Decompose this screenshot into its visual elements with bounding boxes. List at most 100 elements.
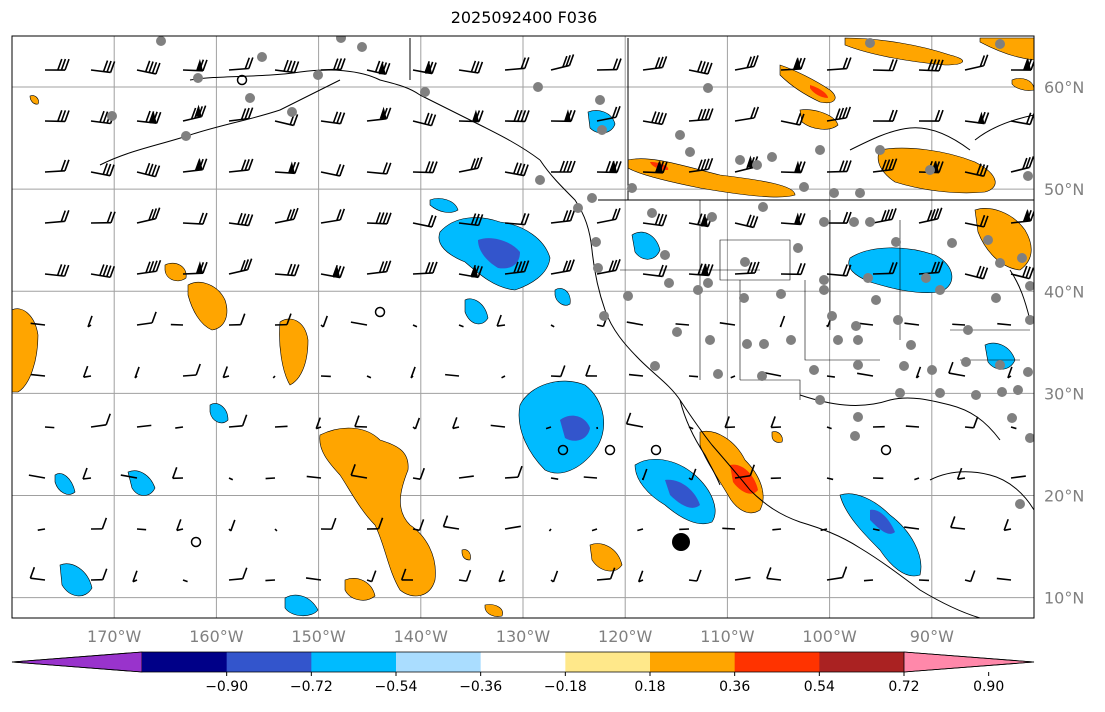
station-dot: [995, 39, 1005, 49]
wind-barb: [274, 263, 300, 277]
station-dot: [935, 285, 945, 295]
wind-barb: [585, 364, 598, 377]
wind-barb: [904, 526, 920, 530]
wind-barb: [642, 264, 668, 278]
colorbar-tick-label: −0.54: [375, 679, 418, 695]
wind-barb: [688, 569, 702, 582]
station-dot: [1025, 281, 1034, 291]
wind-barb: [228, 519, 236, 532]
wind-barb: [950, 516, 966, 530]
wind-barb: [872, 208, 897, 224]
wind-barb: [734, 464, 756, 479]
wind-barb: [90, 264, 116, 279]
wind-barb: [688, 157, 714, 173]
wind-barb: [175, 426, 184, 429]
colorbar-segment: [819, 652, 905, 672]
wind-barb: [265, 579, 276, 582]
wind-barb: [1010, 475, 1026, 479]
wind-barb: [458, 213, 484, 227]
wind-barb: [366, 162, 392, 175]
wind-barb: [272, 375, 276, 379]
station-dot: [865, 217, 875, 227]
station-dot: [752, 160, 762, 170]
calm-markers: [190, 74, 892, 548]
station-dot: [961, 357, 971, 367]
wind-barb: [29, 566, 46, 581]
station-dot: [833, 335, 843, 345]
wind-barb: [350, 464, 368, 479]
wind-barb: [44, 264, 70, 277]
wind-barb: [770, 416, 782, 429]
wind-barb: [320, 208, 346, 224]
colorbar-outline: [11, 651, 1035, 673]
wind-barb: [87, 315, 93, 328]
colorbar-tick-label: −0.72: [290, 679, 333, 695]
wind-barb: [641, 468, 648, 481]
wind-barb: [914, 477, 920, 481]
colorbar-tick-label: 0.36: [719, 679, 750, 695]
wind-barb: [274, 425, 288, 428]
station-dot: [809, 365, 819, 375]
station-dot: [573, 203, 583, 213]
wind-barb: [504, 162, 529, 177]
wind-barb: [688, 426, 694, 430]
wind-barb: [182, 157, 208, 173]
wind-barb: [228, 212, 254, 227]
wind-barb: [412, 467, 425, 480]
wind-barb: [826, 375, 836, 378]
lat-tick-label: 40°N: [1044, 282, 1084, 301]
station-dot: [827, 311, 837, 321]
wind-barb: [44, 110, 70, 123]
station-dot: [1015, 499, 1025, 509]
wind-barb: [550, 109, 576, 123]
station-dot: [819, 217, 829, 227]
wind-barb: [28, 474, 46, 479]
wind-barb: [82, 365, 92, 378]
station-dot: [971, 390, 981, 400]
station-dot: [336, 36, 346, 43]
graticule: [12, 36, 1034, 618]
wind-barb: [780, 57, 806, 71]
wind-barb: [458, 569, 472, 582]
wind-barb: [182, 58, 208, 72]
wind-barb: [964, 265, 989, 280]
wind-barb: [596, 58, 622, 71]
wind-barb: [550, 259, 575, 275]
wind-barb: [826, 160, 852, 173]
wind-barb: [445, 373, 460, 377]
station-dot: [313, 70, 323, 80]
wind-barb: [222, 366, 230, 379]
wind-barb: [90, 413, 111, 428]
station-dot: [875, 145, 885, 155]
wind-barb: [642, 56, 668, 71]
station-dot: [593, 263, 603, 273]
station-dot: [927, 365, 937, 375]
lat-tick-label: 30°N: [1044, 384, 1084, 403]
wind-barb: [228, 57, 254, 71]
station-dot: [759, 339, 769, 349]
plot-frame: [11, 35, 1035, 619]
lat-tick-label: 20°N: [1044, 486, 1084, 505]
wind-barb: [780, 160, 806, 174]
wind-barb: [964, 214, 989, 228]
station-dot: [819, 285, 829, 295]
lat-tick-label: 50°N: [1044, 180, 1084, 199]
station-dot: [357, 42, 367, 52]
wind-barb: [366, 60, 391, 76]
lon-tick-label: 120°W: [598, 627, 653, 646]
station-dot: [871, 295, 881, 305]
map-title: 2025092400 F036: [450, 8, 598, 27]
lat-tick-label: 10°N: [1044, 589, 1084, 608]
wind-barb: [730, 375, 736, 379]
wind-barb: [915, 366, 922, 379]
wind-barb: [997, 322, 1012, 326]
wind-barb: [918, 207, 943, 224]
wind-barb: [82, 467, 92, 480]
wind-barb: [458, 324, 464, 328]
station-dot: [893, 315, 903, 325]
lon-tick-label: 150°W: [291, 627, 346, 646]
station-dot: [829, 188, 839, 198]
wind-barb: [228, 158, 254, 173]
wind-barb: [734, 55, 759, 71]
wind-barb: [320, 163, 345, 177]
